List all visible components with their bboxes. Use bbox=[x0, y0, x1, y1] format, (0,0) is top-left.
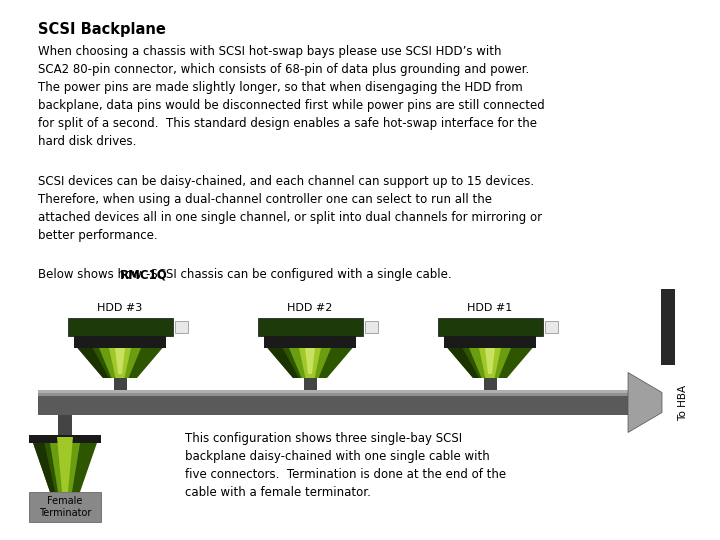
Polygon shape bbox=[628, 373, 662, 433]
Bar bbox=[114, 378, 127, 390]
Bar bbox=[364, 321, 377, 333]
Polygon shape bbox=[448, 348, 479, 378]
Bar bbox=[258, 318, 362, 336]
Bar bbox=[58, 415, 72, 437]
Polygon shape bbox=[49, 437, 81, 492]
Polygon shape bbox=[78, 348, 163, 378]
Bar bbox=[68, 318, 173, 336]
Polygon shape bbox=[57, 437, 73, 492]
Polygon shape bbox=[289, 348, 331, 378]
Polygon shape bbox=[479, 348, 501, 378]
Polygon shape bbox=[78, 348, 109, 378]
Polygon shape bbox=[448, 348, 533, 378]
Text: To HBA: To HBA bbox=[678, 384, 688, 421]
Text: HDD #3: HDD #3 bbox=[97, 303, 143, 313]
Polygon shape bbox=[31, 437, 55, 492]
Text: When choosing a chassis with SCSI hot-swap bays please use SCSI HDD’s with
SCA2 : When choosing a chassis with SCSI hot-sw… bbox=[38, 45, 545, 148]
Bar bbox=[38, 391, 628, 396]
Polygon shape bbox=[469, 348, 511, 378]
Bar bbox=[661, 288, 675, 364]
Text: RMC1Q: RMC1Q bbox=[120, 268, 167, 281]
Text: HDD #2: HDD #2 bbox=[287, 303, 333, 313]
Text: This configuration shows three single-bay SCSI
backplane daisy-chained with one : This configuration shows three single-ba… bbox=[185, 432, 506, 499]
Polygon shape bbox=[109, 348, 131, 378]
Bar bbox=[304, 378, 317, 390]
Polygon shape bbox=[31, 437, 99, 492]
Bar bbox=[438, 318, 542, 336]
Text: SCSI devices can be daisy-chained, and each channel can support up to 15 devices: SCSI devices can be daisy-chained, and e… bbox=[38, 175, 542, 242]
Bar bbox=[174, 321, 187, 333]
Bar bbox=[74, 336, 166, 348]
Text: Female
Terminator: Female Terminator bbox=[39, 496, 91, 518]
Bar bbox=[264, 336, 356, 348]
Polygon shape bbox=[485, 348, 495, 374]
Bar bbox=[29, 435, 101, 443]
Text: HDD #1: HDD #1 bbox=[467, 303, 513, 313]
Bar bbox=[484, 378, 497, 390]
Text: SCSI Backplane: SCSI Backplane bbox=[38, 22, 166, 37]
Bar bbox=[38, 390, 628, 393]
Polygon shape bbox=[268, 348, 353, 378]
Polygon shape bbox=[305, 348, 315, 374]
Bar bbox=[444, 336, 536, 348]
Bar bbox=[544, 321, 557, 333]
Polygon shape bbox=[99, 348, 141, 378]
Polygon shape bbox=[268, 348, 299, 378]
Text: -SCSI chassis can be configured with a single cable.: -SCSI chassis can be configured with a s… bbox=[146, 268, 452, 281]
Polygon shape bbox=[115, 348, 125, 374]
Polygon shape bbox=[299, 348, 321, 378]
Text: Below shows how: Below shows how bbox=[38, 268, 145, 281]
Bar bbox=[38, 390, 628, 415]
Bar bbox=[29, 492, 101, 522]
